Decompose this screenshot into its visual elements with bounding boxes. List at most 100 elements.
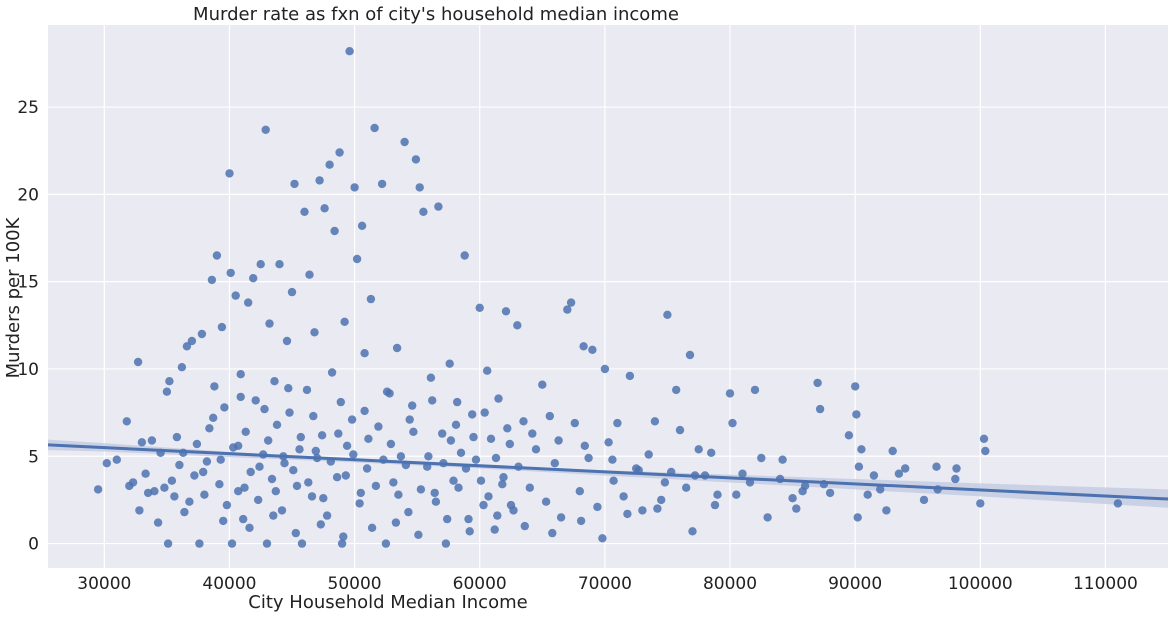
scatter-point — [580, 441, 589, 450]
scatter-point — [853, 513, 862, 522]
scatter-point — [305, 270, 314, 279]
scatter-point — [163, 539, 173, 548]
scatter-point — [682, 483, 691, 492]
x-axis-label: City Household Median Income — [248, 592, 527, 613]
scatter-point — [541, 497, 551, 506]
scatter-point — [336, 397, 345, 407]
scatter-point — [175, 460, 184, 470]
scatter-point — [216, 455, 225, 464]
x-tick-label: 50000 — [328, 574, 382, 594]
scatter-point — [491, 453, 501, 463]
scatter-point — [291, 528, 300, 538]
scatter-point — [441, 539, 451, 548]
grid-lines — [48, 25, 1168, 568]
scatter-point — [227, 539, 237, 548]
scatter-point — [392, 343, 402, 353]
scatter-point — [295, 445, 304, 454]
scatter-point — [391, 518, 401, 527]
x-tick-label: 60000 — [453, 574, 507, 594]
scatter-point — [349, 450, 358, 459]
scatter-point — [192, 439, 202, 449]
scatter-point — [520, 521, 529, 531]
scatter-point — [226, 268, 235, 278]
scatter-point — [335, 148, 344, 157]
scatter-point — [513, 321, 522, 330]
scatter-point — [170, 492, 179, 501]
scatter-point — [505, 439, 514, 449]
scatter-point — [438, 429, 447, 438]
scatter-point — [431, 497, 441, 506]
scatter-point — [468, 410, 477, 419]
scatter-point — [302, 385, 312, 395]
scatter-point — [792, 504, 801, 513]
scatter-point — [707, 448, 716, 457]
scatter-point — [428, 396, 437, 405]
scatter-point — [593, 502, 602, 512]
scatter-point — [446, 436, 456, 445]
scatter-point — [265, 319, 274, 328]
scatter-point — [426, 373, 436, 382]
scatter-point — [220, 403, 229, 412]
x-tick-label: 40000 — [202, 574, 256, 594]
scatter-point — [499, 473, 508, 482]
scatter-point — [367, 523, 377, 532]
scatter-point — [340, 317, 349, 326]
scatter-point — [538, 380, 547, 389]
scatter-point — [137, 438, 147, 447]
scatter-point — [919, 495, 929, 505]
scatter-point — [400, 137, 409, 147]
scatter-point — [160, 483, 169, 492]
scatter-point — [202, 457, 212, 466]
scatter-point — [231, 291, 240, 300]
scatter-point — [503, 424, 512, 433]
scatter-point — [244, 298, 253, 307]
scatter-point — [374, 422, 383, 431]
scatter-point — [267, 474, 277, 484]
scatter-point — [150, 487, 159, 496]
scatter-point — [901, 464, 910, 473]
scatter-point — [311, 446, 320, 456]
scatter-point — [285, 408, 294, 417]
scatter-point — [869, 471, 879, 480]
scatter-point — [315, 176, 324, 185]
scatter-point — [350, 183, 359, 192]
x-tick-label: 70000 — [578, 574, 632, 594]
scatter-point — [255, 462, 264, 471]
scatter-point — [240, 483, 249, 492]
scatter-point — [342, 441, 352, 450]
scatter-point — [1113, 499, 1123, 508]
scatter-point — [484, 492, 493, 501]
scatter-point — [623, 509, 632, 519]
scatter-point — [490, 525, 499, 534]
scatter-point — [364, 434, 373, 443]
scatter-point — [370, 123, 379, 133]
scatter-point — [451, 420, 461, 429]
scatter-point — [675, 425, 685, 435]
scatter-point — [851, 382, 860, 391]
scatter-point — [246, 467, 255, 477]
scatter-point — [443, 514, 452, 524]
scatter-point — [128, 478, 138, 487]
y-tick-label: 25 — [17, 98, 39, 118]
scatter-point — [644, 450, 653, 459]
scatter-point — [556, 513, 566, 522]
scatter-point — [289, 466, 298, 475]
scatter-point — [122, 417, 131, 426]
confidence-band — [48, 439, 1168, 508]
scatter-point — [501, 307, 511, 316]
scatter-point — [345, 47, 354, 56]
scatter-point — [225, 169, 234, 178]
scatter-point — [260, 404, 269, 414]
scatter-point — [290, 179, 299, 189]
scatter-point — [570, 418, 579, 428]
scatter-point — [352, 254, 362, 264]
scatter-point — [852, 410, 861, 419]
scatter-point — [309, 411, 318, 421]
scatter-point — [141, 469, 150, 478]
scatter-point — [434, 202, 443, 211]
scatter-point — [483, 366, 492, 375]
scatter-point — [320, 204, 329, 213]
scatter-point — [371, 481, 381, 491]
scatter-point — [236, 370, 245, 379]
scatter-point — [625, 371, 635, 381]
